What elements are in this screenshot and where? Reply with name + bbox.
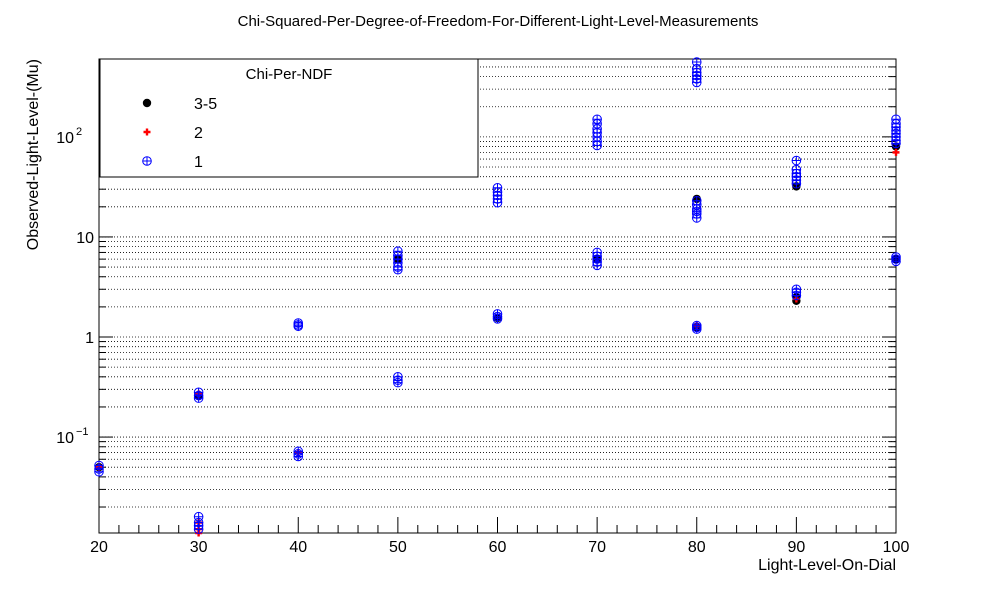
data-point-series-1 <box>393 377 403 388</box>
x-tick-label: 60 <box>489 539 507 556</box>
data-point-series-2 <box>892 148 900 156</box>
marker-cross <box>94 467 104 477</box>
data-point-series-1 <box>691 77 702 88</box>
legend-marker-3-5 <box>142 98 152 108</box>
x-tick-label: 50 <box>389 539 407 556</box>
y-tick-label: 10 <box>56 130 74 147</box>
marker-cross <box>393 265 403 275</box>
data-point-series-1 <box>592 260 602 271</box>
marker-cross <box>194 393 203 403</box>
data-point-series-1 <box>94 466 104 477</box>
legend: Chi-Per-NDF 3-5 2 1 <box>99 58 479 178</box>
legend-label-2: 2 <box>194 125 203 142</box>
data-point-series-1 <box>691 324 702 334</box>
marker-cross <box>393 378 403 387</box>
data-point-series-1 <box>891 256 901 267</box>
y-axis-label: Observed-Light-Level-(Mu) <box>25 59 42 250</box>
marker-cross <box>194 524 203 534</box>
x-tick-label: 90 <box>787 539 805 556</box>
marker-cross <box>891 257 901 266</box>
data-point-series-1 <box>891 138 901 149</box>
chart-title: Chi-Squared-Per-Degree-of-Freedom-For-Di… <box>238 13 759 30</box>
x-tick-label: 80 <box>688 539 706 556</box>
data-point-series-1 <box>193 393 204 403</box>
y-tick-label: 10 <box>76 230 94 247</box>
x-tick-label: 40 <box>289 539 307 556</box>
y-tick-exponent: 2 <box>76 126 82 138</box>
legend-label-3-5: 3-5 <box>194 96 217 113</box>
x-axis-label: Light-Level-On-Dial <box>758 557 896 574</box>
marker-cross <box>891 139 901 148</box>
data-point-series-1 <box>691 213 702 223</box>
marker-cross <box>692 78 702 87</box>
marker-cross <box>692 213 702 223</box>
legend-title: Chi-Per-NDF <box>246 66 333 83</box>
y-tick-label: 1 <box>85 330 94 347</box>
data-point-series-1 <box>791 155 802 166</box>
marker-cross <box>592 261 602 270</box>
data-point-series-1 <box>492 197 503 208</box>
data-point-series-1 <box>791 178 802 189</box>
legend-box <box>99 58 479 178</box>
marker-cross <box>293 452 303 461</box>
legend-marker-1 <box>142 156 152 166</box>
data-points <box>94 57 901 537</box>
marker-cross <box>493 198 502 207</box>
data-point-series-1 <box>492 314 503 324</box>
data-point-series-1 <box>393 264 403 275</box>
x-tick-label: 70 <box>588 539 606 556</box>
marker-cross <box>792 179 801 189</box>
legend-label-1: 1 <box>194 154 203 171</box>
marker-cross <box>293 321 303 331</box>
y-tick-exponent: −1 <box>76 426 89 438</box>
marker-cross <box>792 156 801 165</box>
x-tick-label: 30 <box>190 539 208 556</box>
data-point-series-1 <box>193 524 204 535</box>
x-tick-label: 20 <box>90 539 108 556</box>
data-point-series-1 <box>791 290 802 301</box>
marker-cross <box>692 324 702 334</box>
legend-marker-2 <box>143 128 151 136</box>
marker-cross <box>792 291 801 300</box>
data-point-series-1 <box>293 321 304 332</box>
marker-cross <box>592 141 602 150</box>
data-point-series-1 <box>592 140 602 151</box>
data-point-series-1 <box>293 451 304 462</box>
y-tick-label: 10 <box>56 430 74 447</box>
x-tick-label: 100 <box>883 539 910 556</box>
marker-cross <box>142 156 152 166</box>
marker-cross <box>493 314 502 324</box>
